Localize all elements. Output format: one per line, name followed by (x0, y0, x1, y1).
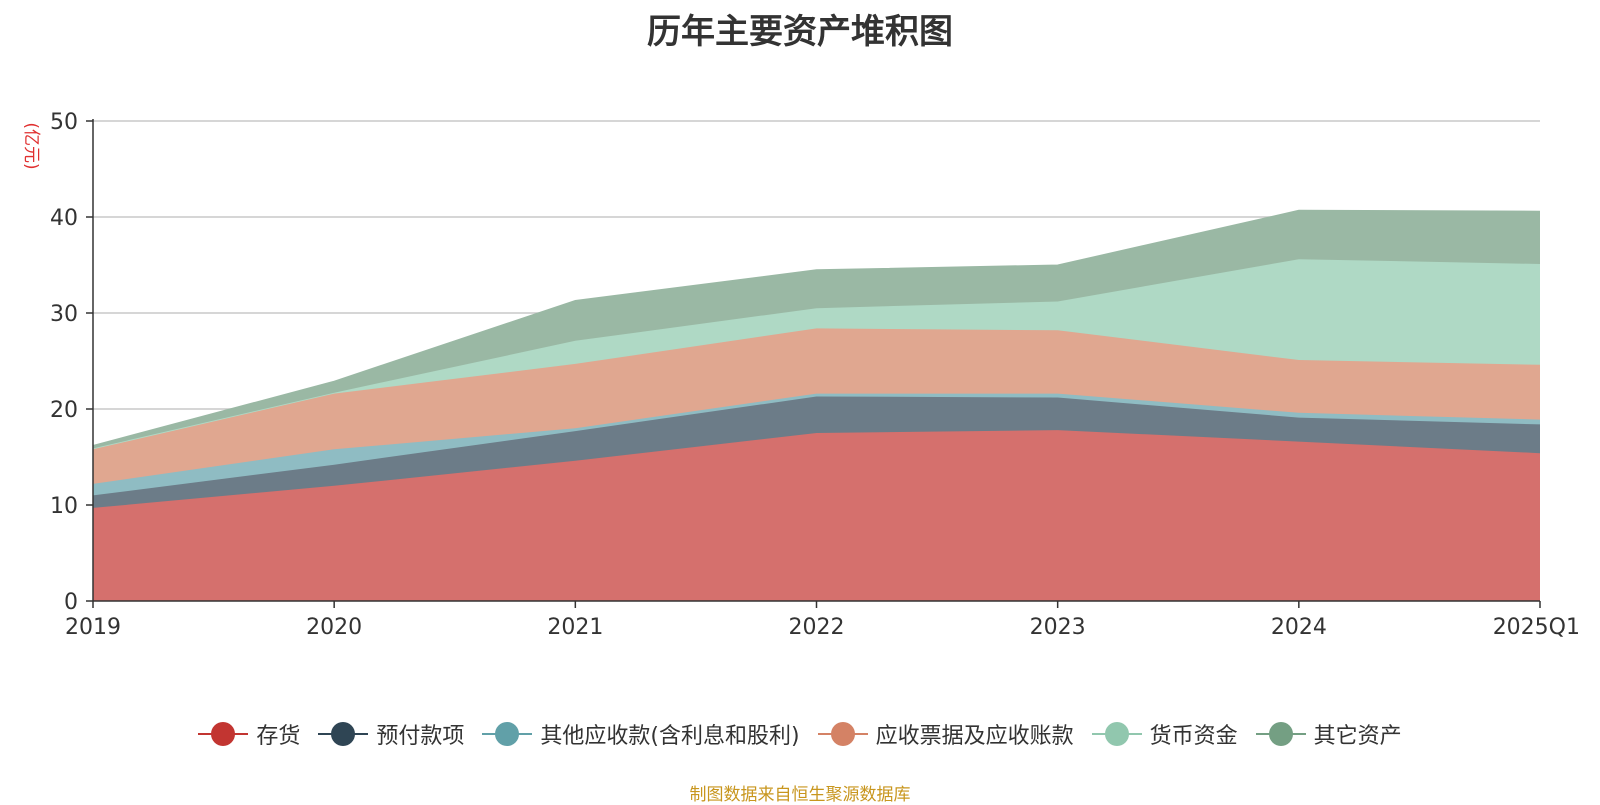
legend-item-4[interactable]: 货币资金 (1091, 718, 1238, 750)
x-tick-label: 2020 (306, 615, 362, 640)
legend-item-2[interactable]: 其他应收款(含利息和股利) (482, 718, 800, 750)
y-tick-label: 20 (50, 398, 78, 423)
y-tick-label: 50 (50, 110, 78, 135)
area-series-4[interactable] (93, 259, 1540, 450)
tick-labels: 0 10 20 30 40 50 2019 2020 2021 2022 2023 2024 2025Q… (21, 110, 1580, 640)
legend-marker-icon (1091, 722, 1142, 746)
legend: 存货 预付款项 其他应收款(含利息和股利) 应收票据及应收账款 货币资金 其它资产 (0, 718, 1600, 750)
x-tick-label: 2022 (789, 615, 845, 640)
area-series-3[interactable] (93, 328, 1540, 484)
y-tick-label: 40 (50, 206, 78, 231)
legend-label: 预付款项 (376, 724, 465, 749)
area-series-1[interactable] (93, 396, 1540, 508)
legend-label: 应收票据及应收账款 (875, 724, 1074, 749)
x-tick-label: 2021 (547, 615, 603, 640)
y-tick-label: 0 (64, 590, 78, 615)
legend-item-0[interactable]: 存货 (198, 718, 300, 750)
x-tick-label: 2024 (1271, 615, 1327, 640)
area-series-0[interactable] (93, 430, 1540, 601)
legend-label: 货币资金 (1149, 724, 1238, 749)
legend-marker-icon (198, 722, 249, 746)
legend-label: 其他应收款(含利息和股利) (540, 724, 800, 749)
legend-label: 其它资产 (1313, 724, 1402, 749)
x-tick-label: 2019 (65, 615, 121, 640)
series-line-5 (92, 209, 1541, 446)
y-axis-label: (亿元) (21, 122, 41, 169)
legend-marker-icon (817, 722, 868, 746)
area-series (92, 209, 1541, 601)
x-tick-label: 2023 (1030, 615, 1086, 640)
x-tick-label: 2025Q1 (1493, 615, 1580, 640)
area-series-5[interactable] (93, 210, 1540, 449)
data-source-note: 制图数据来自恒生聚源数据库 (689, 785, 911, 805)
y-tick-label: 10 (50, 494, 78, 519)
legend-item-5[interactable]: 其它资产 (1255, 718, 1402, 750)
legend-marker-icon (1255, 722, 1306, 746)
chart-title: 历年主要资产堆积图 (647, 12, 953, 52)
legend-item-3[interactable]: 应收票据及应收账款 (817, 718, 1074, 750)
legend-label: 存货 (256, 724, 301, 749)
axes (86, 119, 1541, 608)
y-tick-label: 30 (50, 302, 78, 327)
legend-marker-icon (482, 722, 533, 746)
legend-marker-icon (318, 722, 369, 746)
legend-item-1[interactable]: 预付款项 (318, 718, 464, 750)
